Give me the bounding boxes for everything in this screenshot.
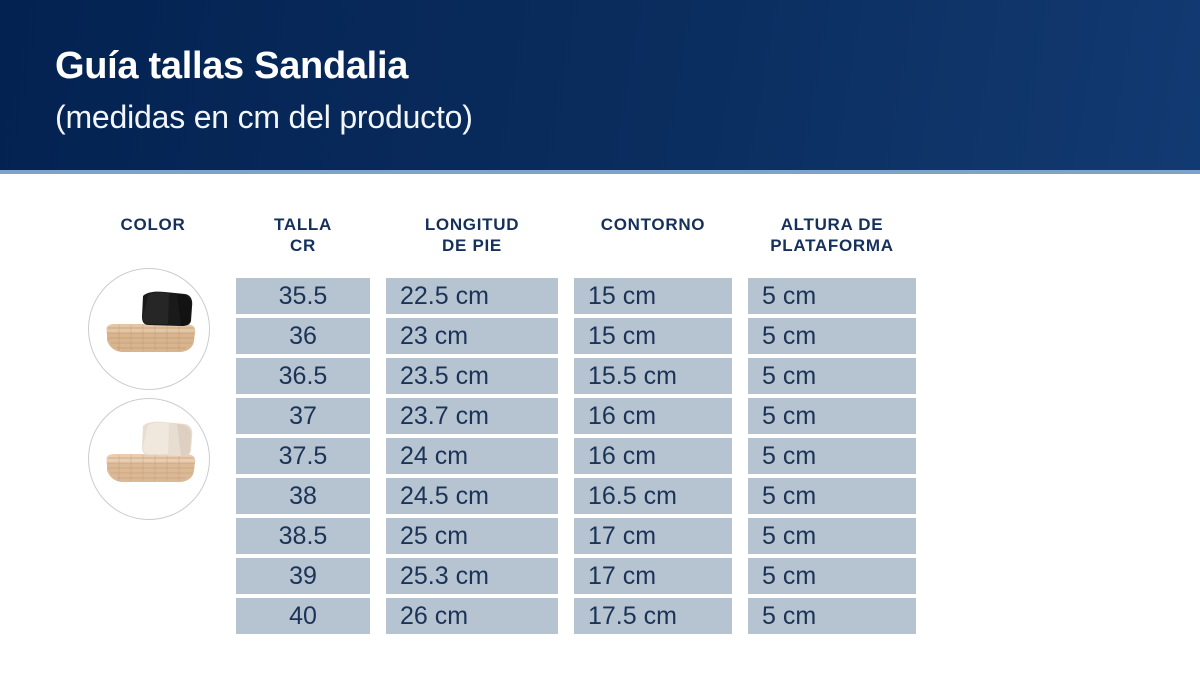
column-header-talla-line1: TALLA [274, 215, 332, 234]
cell-longitud: 23 cm [386, 318, 558, 354]
sandal-photo-icon [106, 421, 196, 482]
cell-altura: 5 cm [748, 518, 916, 554]
cell-contorno: 17 cm [574, 518, 732, 554]
table-row: 39 25.3 cm 17 cm 5 cm [236, 558, 920, 598]
cell-contorno: 15.5 cm [574, 358, 732, 394]
cell-talla: 38 [236, 478, 370, 514]
cell-contorno: 16.5 cm [574, 478, 732, 514]
cell-longitud: 23.5 cm [386, 358, 558, 394]
column-header-talla-line2: CR [290, 236, 316, 255]
cell-contorno: 15 cm [574, 278, 732, 314]
header-divider [0, 170, 1200, 174]
table-column-headers: COLOR TALLA CR LONGITUD DE PIE CONTORNO … [0, 210, 1200, 274]
cell-contorno: 15 cm [574, 318, 732, 354]
sandal-photo-icon [106, 291, 196, 352]
cell-altura: 5 cm [748, 438, 916, 474]
cell-talla: 39 [236, 558, 370, 594]
page-title: Guía tallas Sandalia [55, 45, 409, 87]
table-row: 36.5 23.5 cm 15.5 cm 5 cm [236, 358, 920, 398]
cell-longitud: 24.5 cm [386, 478, 558, 514]
cell-altura: 5 cm [748, 478, 916, 514]
cell-contorno: 17 cm [574, 558, 732, 594]
table-row: 37 23.7 cm 16 cm 5 cm [236, 398, 920, 438]
cell-altura: 5 cm [748, 598, 916, 634]
table-row: 35.5 22.5 cm 15 cm 5 cm [236, 278, 920, 318]
cell-contorno: 16 cm [574, 438, 732, 474]
page-subtitle: (medidas en cm del producto) [55, 99, 473, 135]
column-header-talla: TALLA CR [236, 214, 370, 256]
cell-longitud: 22.5 cm [386, 278, 558, 314]
cell-talla: 35.5 [236, 278, 370, 314]
cell-longitud: 26 cm [386, 598, 558, 634]
column-header-longitud-line2: DE PIE [442, 236, 502, 255]
cell-talla: 37 [236, 398, 370, 434]
column-header-longitud-line1: LONGITUD [424, 215, 520, 234]
cell-talla: 37.5 [236, 438, 370, 474]
cell-talla: 36 [236, 318, 370, 354]
cell-longitud: 24 cm [386, 438, 558, 474]
cell-longitud: 23.7 cm [386, 398, 558, 434]
measurement-grid: 35.5 22.5 cm 15 cm 5 cm 36 23 cm 15 cm 5 cm 36.5… [236, 278, 920, 638]
table-row: 38.5 25 cm 17 cm 5 cm [236, 518, 920, 558]
color-swatch-sandal-beige[interactable] [88, 398, 210, 520]
cell-longitud: 25 cm [386, 518, 558, 554]
color-swatch-sandal-black[interactable] [88, 268, 210, 390]
cell-altura: 5 cm [748, 558, 916, 594]
cell-altura: 5 cm [748, 358, 916, 394]
table-row: 38 24.5 cm 16.5 cm 5 cm [236, 478, 920, 518]
cell-altura: 5 cm [748, 398, 916, 434]
cell-talla: 36.5 [236, 358, 370, 394]
table-row: 36 23 cm 15 cm 5 cm [236, 318, 920, 358]
cell-contorno: 16 cm [574, 398, 732, 434]
cell-contorno: 17.5 cm [574, 598, 732, 634]
cell-talla: 40 [236, 598, 370, 634]
cell-talla: 38.5 [236, 518, 370, 554]
column-header-contorno: CONTORNO [600, 215, 706, 234]
column-header-altura: ALTURA DE PLATAFORMA [748, 214, 916, 256]
column-header-altura-line1: ALTURA DE [780, 215, 884, 234]
column-header-longitud: LONGITUD DE PIE [386, 214, 558, 256]
table-row: 37.5 24 cm 16 cm 5 cm [236, 438, 920, 478]
cell-altura: 5 cm [748, 278, 916, 314]
color-swatch-list [88, 268, 220, 520]
column-header-color: COLOR [120, 215, 186, 234]
cell-longitud: 25.3 cm [386, 558, 558, 594]
table-row: 40 26 cm 17.5 cm 5 cm [236, 598, 920, 638]
size-table: COLOR TALLA CR LONGITUD DE PIE CONTORNO … [0, 174, 1200, 697]
header-band: Guía tallas Sandalia (medidas en cm del … [0, 0, 1200, 170]
column-header-altura-line2: PLATAFORMA [770, 236, 894, 255]
cell-altura: 5 cm [748, 318, 916, 354]
